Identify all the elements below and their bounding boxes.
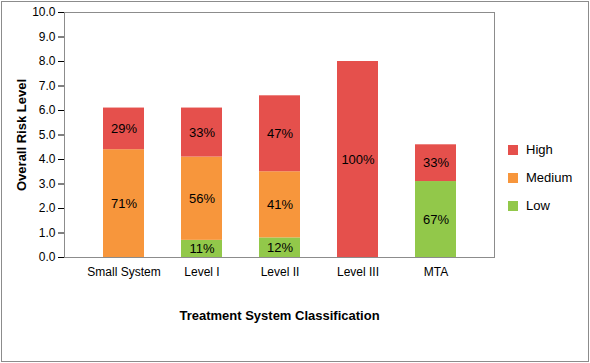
html-text:Medium: Medium [526, 170, 573, 185]
svg-text:4.0: 4.0 [39, 152, 56, 166]
svg-text:33%: 33% [423, 155, 449, 170]
svg-text:MTA: MTA [424, 265, 448, 279]
html-text:Low: Low [526, 198, 550, 213]
svg-text:1.0: 1.0 [39, 226, 56, 240]
svg-text:3.0: 3.0 [39, 177, 56, 191]
svg-text:9.0: 9.0 [39, 30, 56, 44]
svg-text:56%: 56% [189, 191, 215, 206]
svg-text:67%: 67% [423, 212, 449, 227]
svg-text:100%: 100% [341, 152, 375, 167]
svg-text:11%: 11% [189, 241, 214, 256]
svg-text:2.0: 2.0 [39, 201, 56, 215]
html-text:High: High [526, 142, 553, 157]
svg-text:Level II: Level II [261, 265, 300, 279]
svg-text:71%: 71% [111, 196, 137, 211]
svg-text:5.0: 5.0 [39, 128, 56, 142]
svg-text:Treatment System Classificatio: Treatment System Classification [179, 308, 379, 323]
svg-text:29%: 29% [111, 121, 137, 136]
svg-text:10.0: 10.0 [32, 5, 56, 19]
svg-text:41%: 41% [267, 197, 293, 212]
svg-text:0.0: 0.0 [39, 250, 56, 264]
svg-text:12%: 12% [267, 240, 293, 255]
svg-text:47%: 47% [267, 126, 293, 141]
svg-text:7.0: 7.0 [39, 79, 56, 93]
svg-text:Level I: Level I [184, 265, 219, 279]
svg-text:8.0: 8.0 [39, 54, 56, 68]
svg-text:33%: 33% [189, 125, 215, 140]
svg-text:6.0: 6.0 [39, 103, 56, 117]
svg-text:Level III: Level III [337, 265, 379, 279]
svg-text:Overall Risk Level: Overall Risk Level [14, 79, 29, 191]
svg-text:Small System: Small System [87, 265, 160, 279]
